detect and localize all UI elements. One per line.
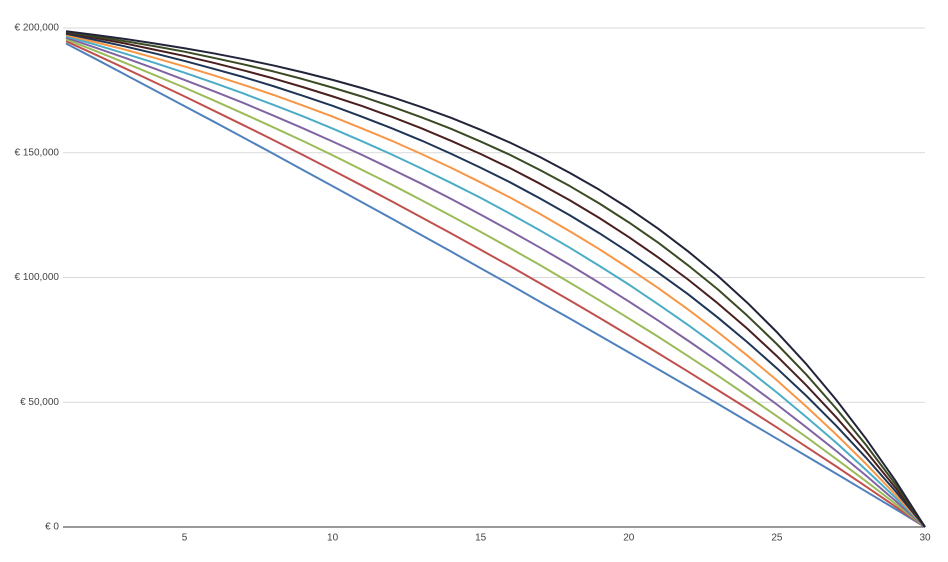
y-tick-label: € 0 [45, 522, 59, 533]
series-line [65, 30, 926, 528]
series-line [65, 38, 926, 528]
series-line [65, 31, 926, 528]
x-tick-label: 10 [327, 533, 339, 544]
y-tick-label: € 100,000 [15, 272, 60, 283]
series-line [65, 36, 926, 528]
series-line [65, 34, 926, 528]
series-line [65, 35, 926, 528]
y-tick-label: € 50,000 [20, 397, 59, 408]
x-tick-label: 15 [475, 533, 487, 544]
y-tick-label: € 150,000 [15, 147, 60, 158]
x-tick-label: 25 [771, 533, 783, 544]
series-line [65, 40, 926, 528]
x-tick-label: 5 [182, 533, 188, 544]
series-line [65, 42, 926, 528]
series-line [65, 32, 926, 528]
x-tick-label: 20 [623, 533, 635, 544]
y-tick-label: € 200,000 [15, 23, 60, 34]
series-line [65, 31, 926, 528]
x-tick-label: 30 [919, 533, 931, 544]
